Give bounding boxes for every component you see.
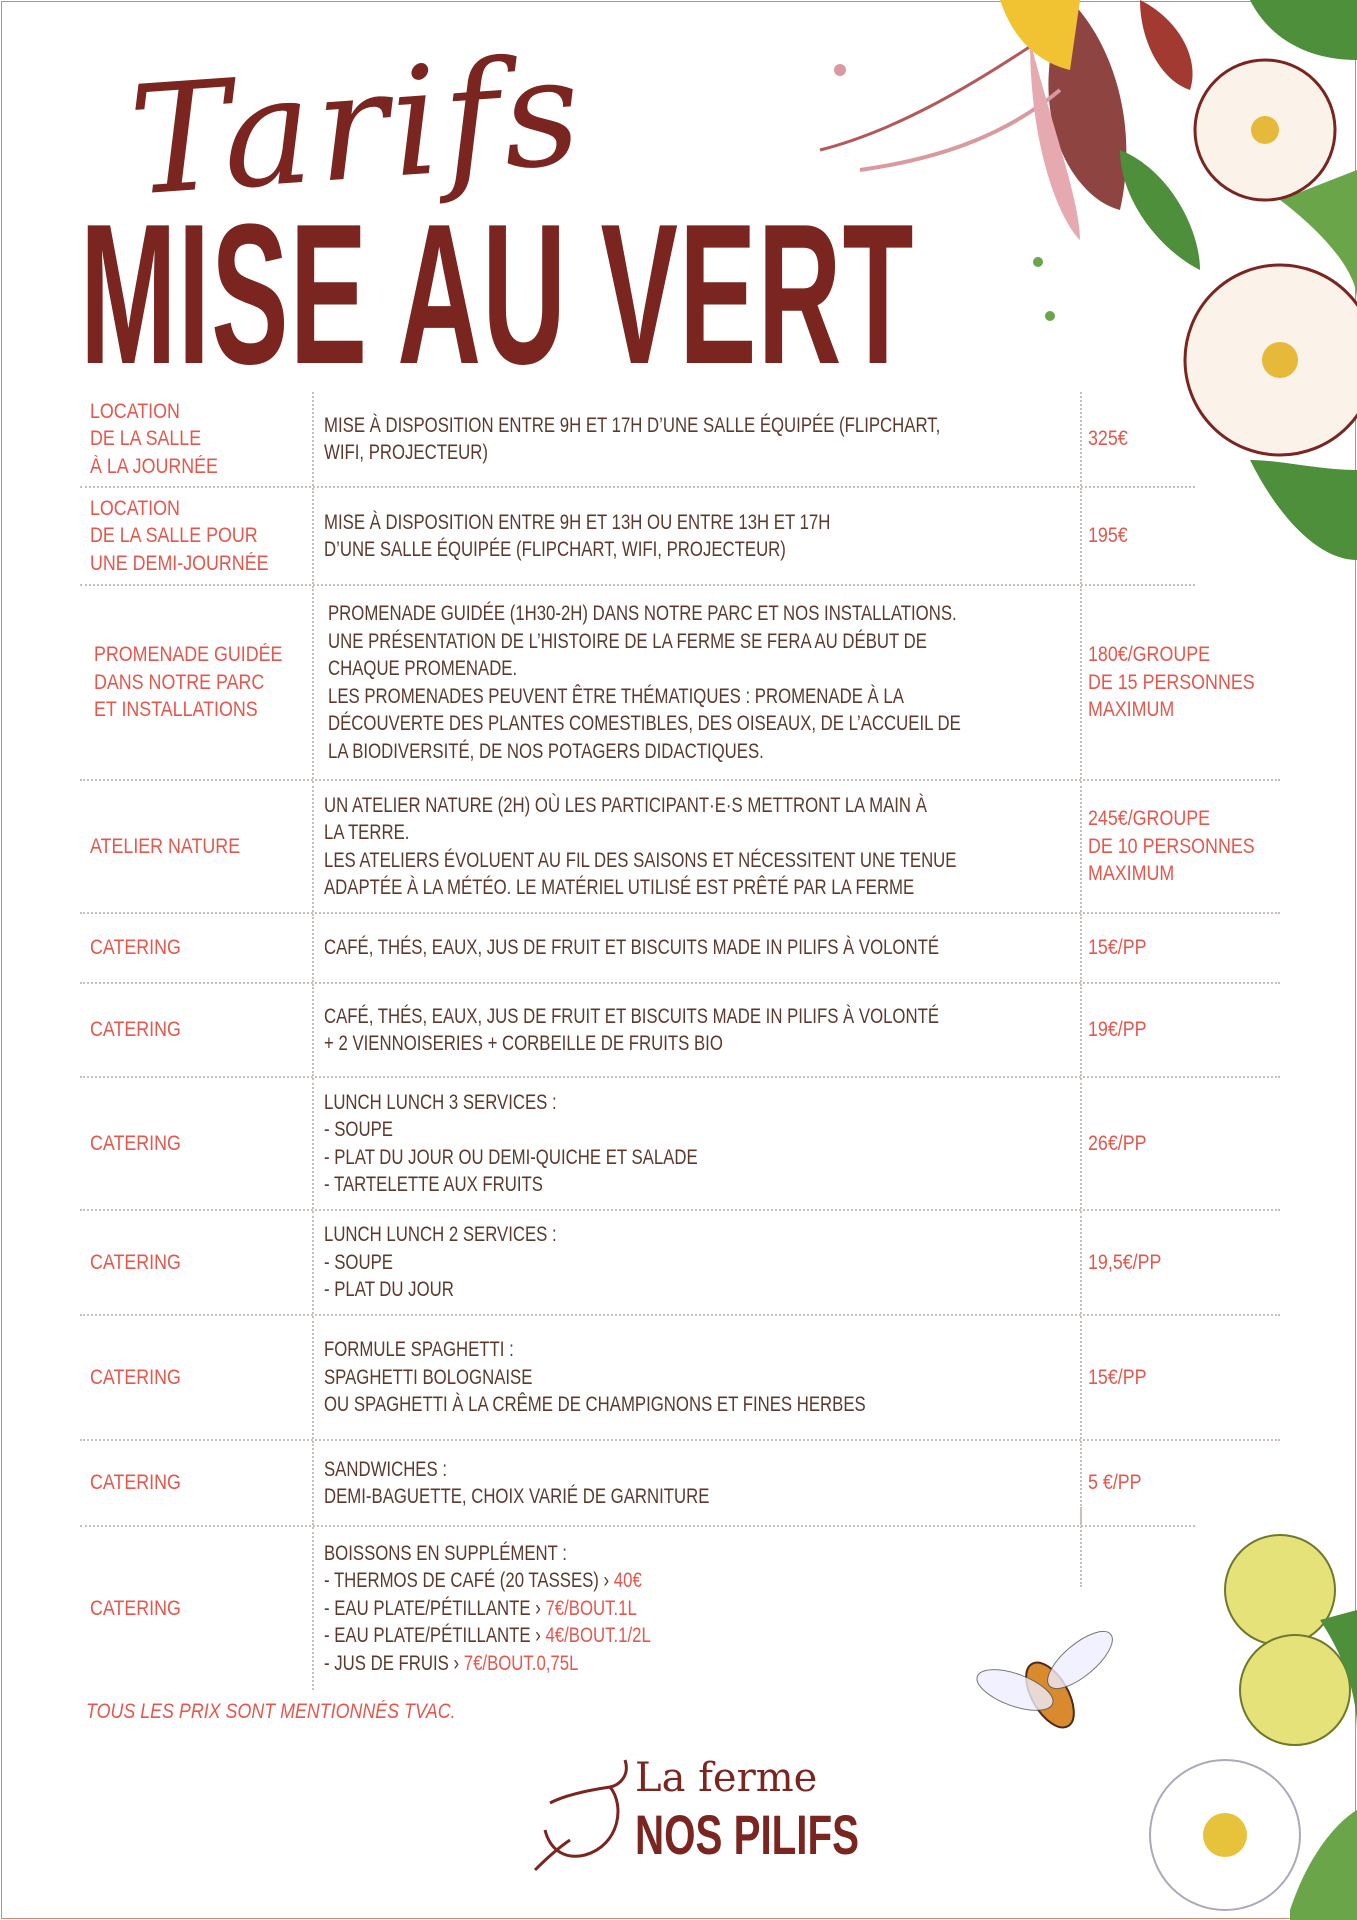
table-row: CATERING LUNCH LUNCH 2 SERVICES :- SOUPE… xyxy=(80,1211,1280,1316)
row-label: CATERING xyxy=(90,1250,181,1274)
row-price: 180€/GROUPE DE 15 PERSONNES MAXIMUM xyxy=(1088,643,1255,722)
table-row: CATERING FORMULE SPAGHETTI : SPAGHETTI BO… xyxy=(80,1316,1280,1441)
row-price: 195€ xyxy=(1088,524,1128,548)
row-price: 5 €/PP xyxy=(1088,1471,1142,1495)
row-description: CAFÉ, THÉS, EAUX, JUS DE FRUIT ET BISCUI… xyxy=(324,935,940,960)
page-title: MISE AU VERT xyxy=(80,183,915,406)
table-row: LOCATION DE LA SALLE POUR UNE DEMI-JOURNÉE… xyxy=(80,488,1195,586)
row-label: CATERING xyxy=(90,936,181,960)
row-label: CATERING xyxy=(90,1471,181,1495)
row-description: MISE À DISPOSITION ENTRE 9H ET 13H OU EN… xyxy=(324,509,831,562)
row-label: CATERING xyxy=(90,1131,181,1155)
row-description: FORMULE SPAGHETTI : SPAGHETTI BOLOGNAISE O… xyxy=(324,1337,866,1417)
row-price: 19,5€/PP xyxy=(1088,1250,1162,1274)
table-row: CATERING CAFÉ, THÉS, EAUX, JUS DE FRUIT … xyxy=(80,914,1280,984)
drink-item: - EAU PLATE/PÉTILLANTE › 4€/BOUT.1/2L xyxy=(324,1623,651,1648)
row-description: PROMENADE GUIDÉE (1H30-2H) DANS NOTRE PA… xyxy=(328,601,961,763)
row-description: BOISSONS EN SUPPLÉMENT : - THERMOS DE CA… xyxy=(324,1540,915,1678)
row-label: LOCATION DE LA SALLE POUR UNE DEMI-JOURNÉE xyxy=(90,496,269,575)
row-label: CATERING xyxy=(90,1365,181,1389)
drink-item: - THERMOS DE CAFÉ (20 TASSES) › 40€ xyxy=(324,1568,642,1593)
table-row: ATELIER NATURE UN ATELIER NATURE (2H) OÙ… xyxy=(80,781,1280,914)
row-label: LOCATION DE LA SALLE À LA JOURNÉE xyxy=(90,399,218,478)
row-description: LUNCH LUNCH 2 SERVICES :- SOUPE - PLAT DU… xyxy=(324,1222,557,1302)
table-row: CATERING SANDWICHES : DEMI-BAGUETTE, CHOI… xyxy=(80,1441,1195,1527)
table-row: LOCATION DE LA SALLE À LA JOURNÉE MISE À D… xyxy=(80,392,1195,488)
row-price: 19€/PP xyxy=(1088,1018,1147,1042)
row-description: LUNCH LUNCH 3 SERVICES :- SOUPE - PLAT DU… xyxy=(324,1089,698,1197)
row-label: CATERING xyxy=(90,1018,181,1042)
vat-note: TOUS LES PRIX SONT MENTIONNÉS TVAC. xyxy=(86,1700,456,1723)
price-table: LOCATION DE LA SALLE À LA JOURNÉE MISE À D… xyxy=(80,392,1280,1690)
row-price: 15€/PP xyxy=(1088,936,1147,960)
table-row: PROMENADE GUIDÉE DANS NOTRE PARC ET INSTAL… xyxy=(80,586,1280,781)
row-description: MISE À DISPOSITION ENTRE 9H ET 17H D’UNE… xyxy=(324,412,941,465)
row-price: 245€/GROUPE DE 10 PERSONNES MAXIMUM xyxy=(1088,807,1255,886)
row-description: SANDWICHES : DEMI-BAGUETTE, CHOIX VARIÉ D… xyxy=(324,1456,710,1509)
drink-item: - JUS DE FRUIS › 7€/BOUT.0,75L xyxy=(324,1650,579,1675)
logo: La ferme NOS PILIFS xyxy=(530,1755,859,1875)
row-label: ATELIER NATURE xyxy=(90,834,241,858)
drink-item: - EAU PLATE/PÉTILLANTE › 7€/BOUT.1L xyxy=(324,1595,637,1620)
row-label: PROMENADE GUIDÉE DANS NOTRE PARC ET INSTAL… xyxy=(94,643,283,722)
table-row: CATERING LUNCH LUNCH 3 SERVICES :- SOUPE… xyxy=(80,1078,1280,1211)
flower-illustration-bottom xyxy=(976,1534,1357,1920)
table-row: CATERING BOISSONS EN SUPPLÉMENT : - THER… xyxy=(80,1527,1280,1690)
row-price: 325€ xyxy=(1088,427,1128,451)
row-description: CAFÉ, THÉS, EAUX, JUS DE FRUIT ET BISCUI… xyxy=(324,1003,940,1056)
column-divider xyxy=(1080,1507,1082,1587)
row-price: 26€/PP xyxy=(1088,1131,1147,1155)
leaf-logo-icon xyxy=(533,1759,628,1872)
row-price: 15€/PP xyxy=(1088,1365,1147,1389)
flower-illustration-top xyxy=(819,0,1357,560)
table-row: CATERING CAFÉ, THÉS, EAUX, JUS DE FRUIT … xyxy=(80,984,1280,1078)
row-description: UN ATELIER NATURE (2H) OÙ LES PARTICIPAN… xyxy=(324,792,957,900)
row-label: CATERING xyxy=(90,1596,181,1620)
